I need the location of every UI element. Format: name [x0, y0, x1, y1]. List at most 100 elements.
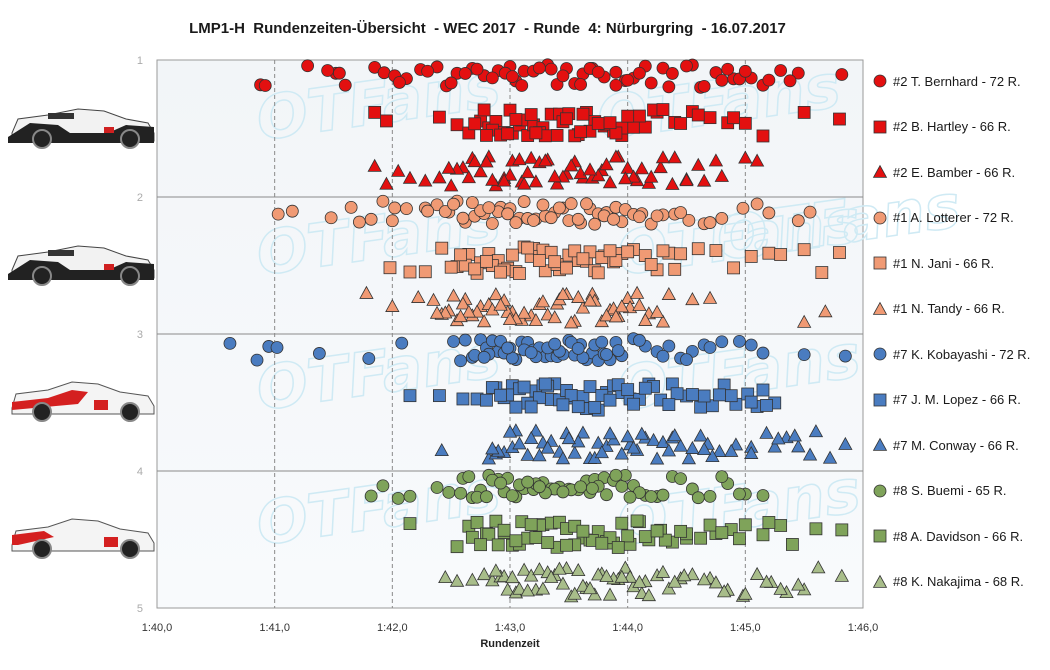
data-point — [673, 438, 688, 452]
data-point — [500, 582, 515, 596]
car-image-2 — [8, 103, 156, 149]
data-point — [561, 431, 577, 445]
data-point — [712, 443, 727, 457]
legend-marker-circle-icon — [873, 74, 887, 88]
data-point — [582, 162, 598, 176]
porsche-car-icon — [8, 245, 155, 286]
axes: 1:40,0 1:41,0 1:42,0 1:43,0 1:44,0 1:45,0 1:46… — [137, 55, 878, 650]
data-point — [575, 425, 591, 439]
data-point — [638, 381, 652, 395]
data-point — [455, 296, 471, 310]
data-point — [488, 563, 504, 577]
data-point — [626, 440, 641, 454]
data-point — [838, 349, 852, 363]
legend-marker — [873, 529, 887, 543]
data-point — [627, 120, 640, 134]
legend-label: #2 B. Hartley - 66 R. — [893, 119, 1011, 134]
data-point — [759, 425, 774, 439]
data-point — [738, 116, 752, 130]
data-point — [521, 241, 535, 255]
data-point — [564, 315, 579, 329]
data-point — [512, 152, 527, 166]
data-point — [549, 176, 565, 190]
data-point — [556, 398, 570, 412]
data-point — [470, 516, 484, 529]
data-point — [760, 399, 773, 412]
data-point — [493, 297, 508, 311]
data-point — [509, 534, 523, 548]
data-point — [662, 80, 676, 94]
data-point — [599, 568, 614, 583]
data-point — [555, 576, 571, 590]
data-point — [614, 446, 629, 460]
data-point — [515, 79, 529, 92]
data-point — [762, 73, 776, 87]
data-point — [538, 377, 552, 391]
data-point — [629, 285, 645, 299]
data-point — [797, 243, 811, 257]
data-point — [585, 481, 599, 495]
data-point — [653, 160, 668, 174]
data-point — [441, 160, 456, 174]
data-point — [670, 387, 684, 401]
data-point — [571, 562, 586, 577]
data-point — [715, 335, 729, 349]
data-point — [674, 524, 688, 538]
data-point — [524, 431, 539, 445]
data-point — [532, 562, 547, 576]
toyota-car-icon — [11, 518, 155, 559]
data-point — [564, 389, 578, 402]
data-point — [787, 428, 802, 442]
car-image-1 — [8, 240, 156, 286]
data-point — [621, 383, 635, 396]
data-point — [527, 214, 540, 227]
data-point — [576, 107, 590, 121]
data-point — [638, 120, 652, 134]
data-point — [391, 163, 406, 177]
data-point — [477, 103, 491, 117]
data-point — [715, 73, 729, 87]
series--1-n-tandy-66-r- — [359, 285, 833, 329]
legend-item: #2 T. Bernhard - 72 R. — [872, 70, 1021, 92]
data-point — [442, 485, 456, 499]
data-point — [555, 286, 571, 301]
data-point — [447, 197, 460, 211]
data-point — [668, 262, 682, 276]
data-point — [691, 108, 705, 122]
x-axis-label: Rundenzeit — [480, 638, 540, 650]
data-point — [564, 197, 578, 211]
data-point — [756, 489, 770, 502]
data-point — [661, 443, 677, 457]
legend-item: #1 N. Jani - 66 R. — [872, 252, 994, 274]
data-point — [468, 117, 482, 131]
data-point — [552, 561, 567, 575]
data-point — [833, 112, 846, 126]
data-point — [536, 198, 550, 212]
data-point — [528, 423, 544, 437]
data-point — [633, 66, 646, 80]
data-point — [271, 207, 285, 221]
data-point — [634, 426, 649, 440]
y-tick-label: 3 — [137, 329, 143, 341]
data-point — [609, 65, 623, 79]
data-point — [403, 517, 417, 530]
legend-label: #1 N. Jani - 66 R. — [893, 255, 995, 271]
data-point — [480, 129, 493, 142]
data-point — [548, 337, 562, 351]
data-point — [505, 248, 519, 262]
data-point — [560, 538, 573, 552]
data-point — [694, 400, 708, 414]
data-point — [476, 314, 492, 328]
x-tick-label: 1:44,0 — [612, 622, 643, 634]
data-point — [703, 518, 717, 532]
data-point — [834, 568, 849, 582]
data-point — [524, 400, 538, 414]
data-point — [426, 292, 441, 306]
data-point — [649, 304, 665, 318]
data-point — [571, 342, 585, 355]
data-point — [454, 354, 467, 368]
data-point — [450, 540, 464, 554]
legend-marker-triangle-icon — [872, 437, 888, 451]
data-point — [488, 287, 504, 301]
data-point — [520, 583, 535, 597]
